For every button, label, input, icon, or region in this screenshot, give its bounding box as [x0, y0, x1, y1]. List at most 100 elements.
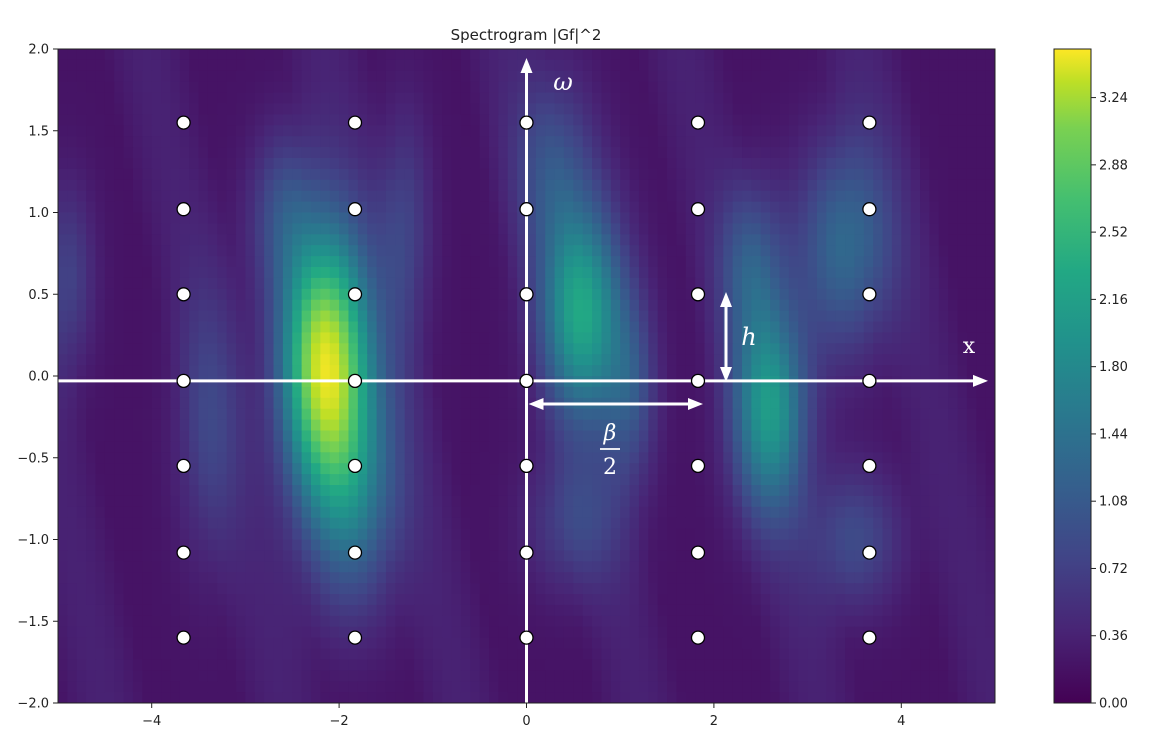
heatmap-cell [966, 288, 977, 301]
heatmap-cell [517, 332, 528, 344]
heatmap-cell [535, 419, 546, 432]
heatmap-cell [610, 561, 621, 573]
heatmap-cell [104, 136, 115, 148]
heatmap-cell [348, 561, 359, 573]
heatmap-cell [207, 495, 218, 508]
heatmap-cell [95, 201, 106, 214]
heatmap-cell [573, 288, 584, 301]
heatmap-cell [151, 277, 162, 290]
heatmap-cell [957, 223, 968, 235]
heatmap-cell [545, 343, 556, 355]
heatmap-cell [207, 136, 218, 148]
heatmap-cell [470, 299, 481, 312]
heatmap-cell [95, 147, 106, 159]
heatmap-cell [545, 70, 556, 83]
heatmap-cell [835, 354, 846, 366]
heatmap-cell [882, 59, 893, 72]
heatmap-cell [545, 114, 556, 126]
heatmap-cell [882, 430, 893, 442]
heatmap-cell [161, 528, 172, 541]
heatmap-cell [891, 179, 902, 192]
heatmap-cell [667, 474, 678, 486]
heatmap-cell [301, 365, 312, 377]
heatmap-cell [310, 288, 321, 301]
heatmap-cell [563, 354, 574, 366]
heatmap-cell [732, 92, 743, 105]
heatmap-cell [910, 190, 921, 203]
heatmap-cell [985, 136, 995, 148]
heatmap-cell [498, 245, 509, 257]
heatmap-cell [610, 506, 621, 519]
heatmap-cell [629, 485, 640, 497]
heatmap-cell [376, 354, 387, 366]
heatmap-cell [207, 365, 218, 377]
heatmap-cell [442, 463, 453, 475]
heatmap-cell [901, 354, 912, 366]
heatmap-cell [95, 463, 106, 475]
heatmap-cell [751, 321, 762, 333]
heatmap-cell [217, 190, 228, 203]
heatmap-cell [751, 517, 762, 530]
heatmap-cell [507, 408, 518, 421]
heatmap-cell [873, 158, 884, 170]
heatmap-cell [826, 81, 837, 94]
heatmap-cell [236, 397, 246, 410]
heatmap-cell [957, 81, 968, 94]
heatmap-cell [460, 81, 471, 94]
heatmap-cell [339, 463, 350, 475]
heatmap-cell [273, 506, 284, 519]
heatmap-cell [957, 59, 968, 72]
heatmap-cell [414, 365, 425, 377]
heatmap-cell [226, 125, 237, 137]
heatmap-cell [207, 528, 218, 541]
heatmap-cell [704, 332, 715, 344]
heatmap-cell [657, 70, 668, 83]
heatmap-cell [948, 419, 959, 432]
heatmap-cell [395, 245, 406, 257]
heatmap-cell [86, 365, 97, 377]
heatmap-cell [67, 550, 78, 562]
heatmap-cell [648, 365, 659, 377]
heatmap-cell [985, 528, 995, 541]
heatmap-cell [573, 114, 584, 126]
heatmap-cell [132, 474, 143, 486]
heatmap-cell [76, 517, 87, 530]
heatmap-cell [901, 386, 912, 399]
heatmap-cell [788, 299, 799, 312]
heatmap-cell [460, 125, 471, 137]
heatmap-cell [845, 70, 856, 83]
heatmap-cell [592, 365, 603, 377]
heatmap-cell [563, 267, 574, 279]
heatmap-cell [310, 365, 321, 377]
heatmap [58, 49, 995, 703]
heatmap-cell [798, 506, 809, 519]
heatmap-cell [114, 572, 125, 584]
heatmap-cell [357, 288, 368, 301]
heatmap-cell [582, 583, 593, 595]
heatmap-cell [535, 49, 546, 61]
heatmap-cell [732, 354, 743, 366]
heatmap-cell [385, 147, 396, 159]
heatmap-cell [329, 288, 340, 301]
heatmap-cell [385, 539, 396, 551]
heatmap-cell [685, 310, 696, 323]
heatmap-cell [367, 539, 378, 551]
heatmap-cell [648, 288, 659, 301]
heatmap-cell [685, 561, 696, 573]
heatmap-cell [376, 332, 387, 344]
heatmap-cell [657, 179, 668, 192]
heatmap-cell [732, 59, 743, 72]
heatmap-cell [582, 528, 593, 541]
heatmap-cell [788, 168, 799, 181]
heatmap-cell [863, 583, 874, 595]
heatmap-cell [798, 354, 809, 366]
heatmap-cell [601, 474, 612, 486]
heatmap-cell [545, 463, 556, 475]
heatmap-cell [489, 103, 499, 115]
heatmap-cell [479, 81, 490, 94]
heatmap-cell [901, 267, 912, 279]
heatmap-cell [273, 223, 284, 235]
heatmap-cell [123, 190, 134, 203]
heatmap-cell [67, 92, 78, 105]
heatmap-cell [695, 386, 706, 399]
